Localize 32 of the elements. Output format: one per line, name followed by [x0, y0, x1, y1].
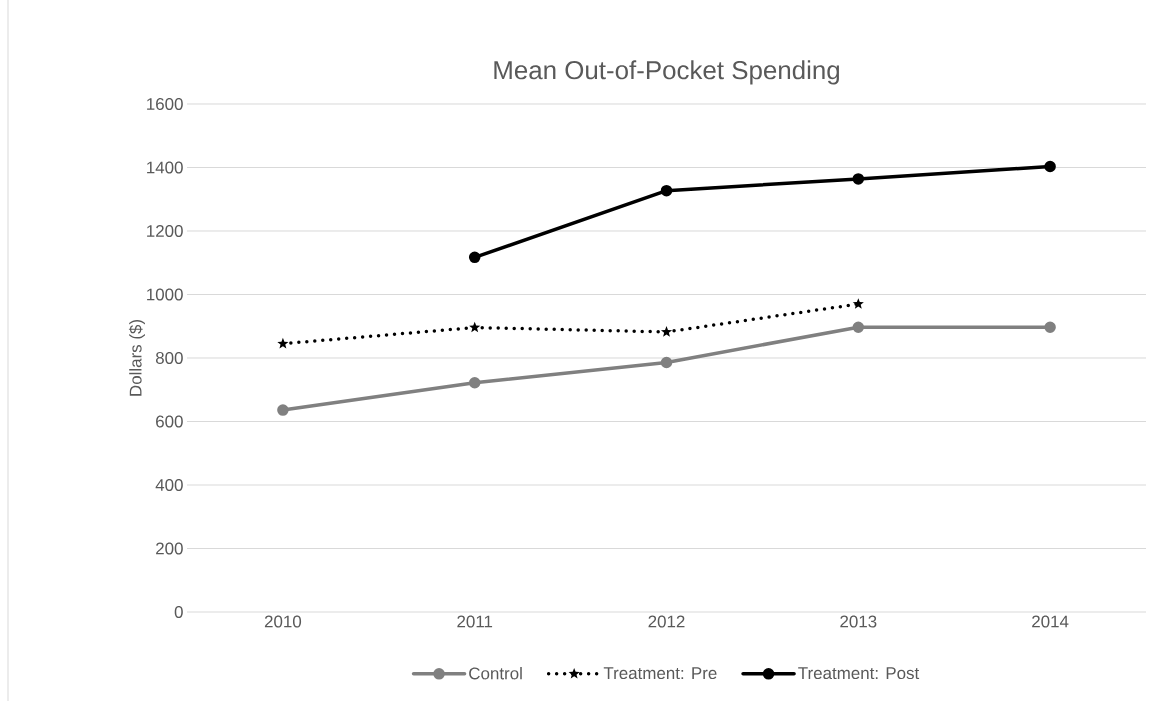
chart-title: Mean Out-of-Pocket Spending: [494, 60, 840, 85]
legend-label: Treatment: Pre: [603, 667, 717, 680]
point: [660, 326, 673, 337]
x-tick-label: 2011: [457, 615, 493, 628]
y-tick-label: 200: [156, 542, 183, 555]
point: [852, 298, 864, 309]
y-axis-title: Dollars ($): [128, 320, 145, 396]
y-tick-label: 400: [155, 479, 183, 491]
y-tick-label: 0: [174, 606, 183, 618]
y-tick-label: 1400: [147, 161, 183, 174]
point: [277, 404, 289, 416]
x-tick-label: 2010: [264, 615, 302, 628]
point: [660, 356, 673, 369]
y-tick-label: 1600: [147, 98, 183, 110]
y-tick-label: 1000: [147, 288, 183, 301]
x-tick-label: 2012: [648, 615, 685, 628]
point: [1044, 321, 1056, 333]
point: [852, 321, 865, 333]
y-tick-label: 1200: [147, 225, 183, 237]
point: [468, 251, 481, 264]
x-tick-label: 2013: [840, 615, 877, 628]
point: [1044, 160, 1056, 173]
legend-label: Control: [469, 666, 522, 680]
point: [277, 337, 289, 349]
y-tick-label: 800: [155, 352, 183, 364]
x-tick-label: 2014: [1032, 615, 1069, 628]
point: [852, 173, 865, 185]
point: [469, 321, 481, 333]
y-tick-label: 600: [156, 415, 183, 428]
point: [468, 377, 481, 389]
legend-label: Treatment: Post: [798, 667, 920, 680]
point: [660, 184, 673, 197]
